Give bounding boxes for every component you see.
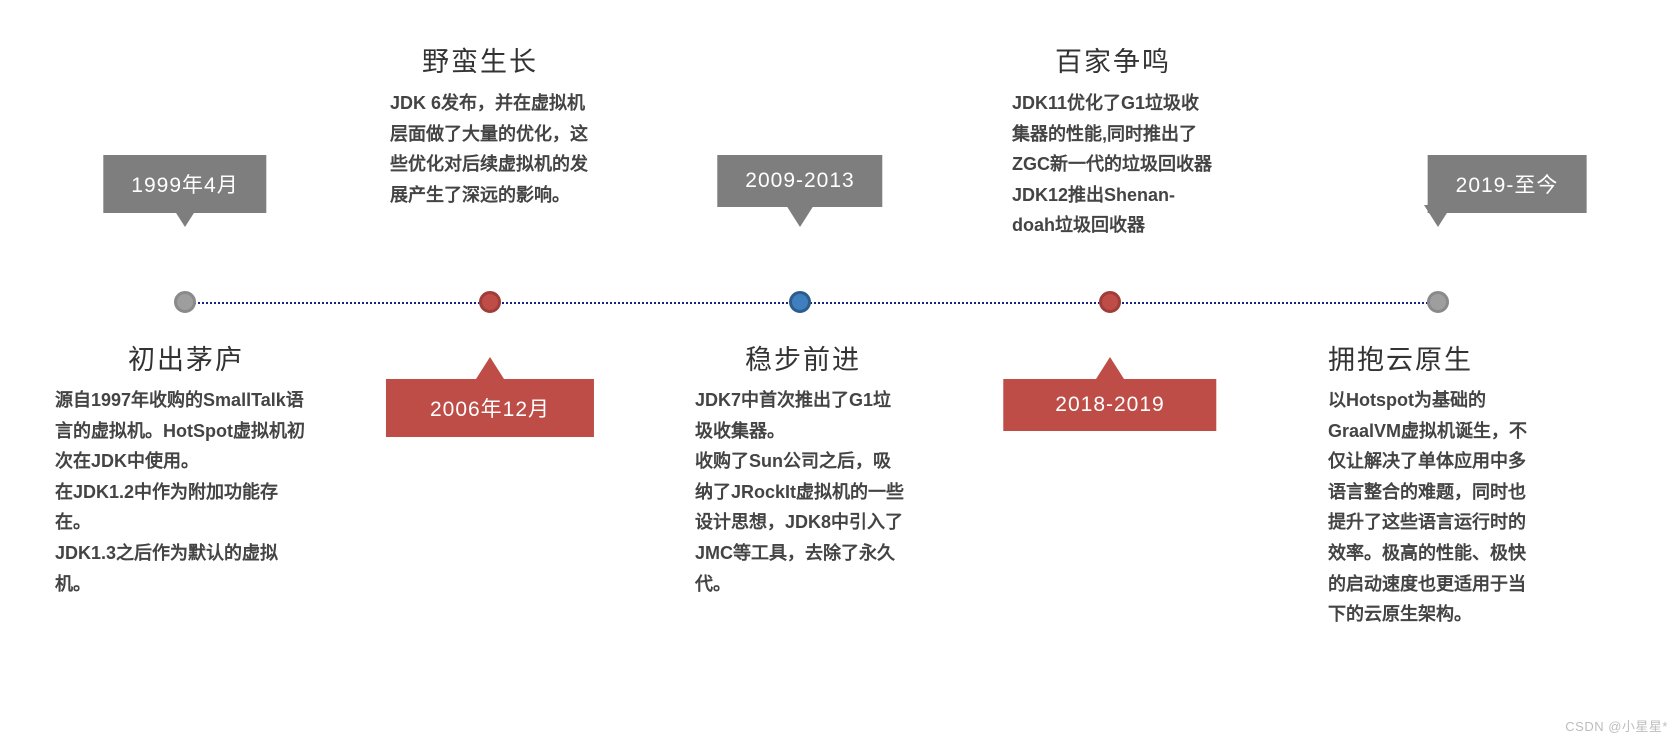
- heading-0: 初出茅庐: [128, 338, 244, 377]
- date-label-1: 2006年12月: [430, 398, 550, 421]
- date-label-3: 2018-2019: [1055, 393, 1164, 416]
- date-box-1: 2006年12月: [386, 379, 594, 437]
- date-label-0: 1999年4月: [131, 174, 238, 197]
- watermark: CSDN @小星星*: [1565, 716, 1668, 735]
- node-2: [789, 291, 811, 313]
- heading-3: 百家争鸣: [1055, 40, 1171, 79]
- heading-1: 野蛮生长: [422, 40, 538, 79]
- heading-4: 拥抱云原生: [1328, 338, 1473, 377]
- desc-4: 以Hotspot为基础的GraalVM虚拟机诞生，不仅让解决了单体应用中多语言整…: [1328, 385, 1528, 630]
- desc-3: JDK11优化了G1垃圾收集器的性能,同时推出了ZGC新一代的垃圾回收器 JDK…: [1012, 88, 1212, 241]
- heading-2: 稳步前进: [745, 338, 861, 377]
- node-3: [1099, 291, 1121, 313]
- arrow-3: [1096, 357, 1124, 379]
- arrow-2: [786, 205, 814, 227]
- date-box-2: 2009-2013: [717, 155, 882, 207]
- desc-2: JDK7中首次推出了G1垃圾收集器。 收购了Sun公司之后，吸纳了JRockIt…: [695, 385, 905, 599]
- arrow-1: [476, 357, 504, 379]
- node-1: [479, 291, 501, 313]
- desc-1: JDK 6发布，并在虚拟机层面做了大量的优化，这些优化对后续虚拟机的发展产生了深…: [390, 88, 590, 210]
- desc-0: 源自1997年收购的SmallTalk语言的虚拟机。HotSpot虚拟机初次在J…: [55, 385, 305, 599]
- node-4: [1427, 291, 1449, 313]
- arrow-4: [1424, 205, 1452, 227]
- date-label-4: 2019-至今: [1456, 174, 1559, 197]
- date-box-3: 2018-2019: [1003, 379, 1216, 431]
- node-0: [174, 291, 196, 313]
- date-label-2: 2009-2013: [745, 169, 854, 192]
- arrow-0: [171, 205, 199, 227]
